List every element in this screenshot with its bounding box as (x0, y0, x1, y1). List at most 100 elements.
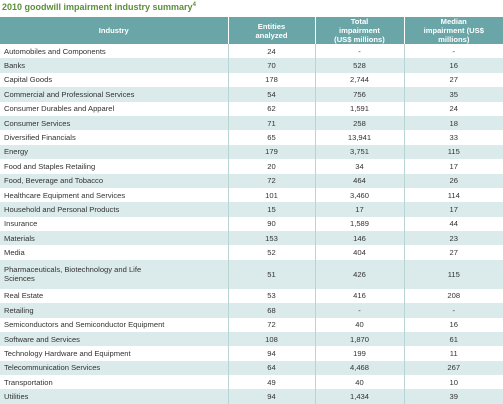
table-row: Telecommunication Services 64 4,468 267 (0, 360, 503, 376)
table-row: Consumer Services 71 258 18 (0, 115, 503, 131)
industry-cell: Pharmaceuticals, Biotechnology and Life … (0, 259, 228, 289)
industry-cell: Transportation (4, 377, 53, 387)
industry-cell: Technology Hardware and Equipment (4, 349, 131, 358)
value-cell: 528 (314, 58, 404, 73)
value-cell: - (403, 44, 503, 59)
table-row: Utilities 94 1,434 39 (0, 389, 503, 404)
value-cell: 49 (227, 375, 315, 390)
value-cell: 40 (314, 375, 404, 390)
industry-cell: Utilities (0, 389, 228, 404)
value-cell: 15 (227, 202, 315, 217)
value-cell: 34 (314, 159, 404, 174)
column-header: Entities analyzed (227, 17, 315, 44)
value-cell: 51 (227, 259, 315, 289)
title: 2010 goodwill impairment industry summar… (2, 2, 196, 12)
value-cell: 40 (314, 317, 404, 332)
table-row: Retailing 68- - (0, 303, 503, 318)
value-cell: 65 (227, 130, 315, 145)
industry-cell: Food and Staples Retailing (4, 161, 96, 171)
table-row: Software and Services 108 1,870 61 (0, 331, 503, 347)
value-cell: 2,744 (314, 72, 404, 88)
value-cell: 756 (314, 87, 404, 102)
value-cell: 61 (403, 331, 503, 347)
value-cell: 13,941 (314, 130, 404, 145)
industry-cell: Semiconductors and Semiconductor Equipme… (4, 320, 165, 330)
industry-cell: Materials (0, 231, 228, 246)
industry-cell: Energy (0, 144, 228, 160)
value-cell: 26 (403, 173, 503, 188)
industry-cell: Household and Personal Products (0, 202, 228, 217)
value-cell: 16 (403, 317, 503, 332)
value-cell: 258 (314, 115, 404, 131)
value-cell: 101 (227, 187, 315, 203)
industry-cell: Telecommunication Services (0, 360, 228, 376)
industry-cell: Media (4, 248, 25, 258)
footnote-mark: 4 (192, 2, 196, 8)
industry-cell: Automobiles and Components (4, 46, 106, 56)
value-cell: 3,751 (314, 144, 404, 160)
industry-cell: Consumer Durables and Apparel (4, 104, 115, 114)
value-cell: 3,460 (314, 187, 404, 203)
title-text: 2010 goodwill impairment industry summar… (2, 2, 193, 12)
industry-cell: Diversified Financials (4, 133, 76, 143)
table-row: Semiconductors and Semiconductor Equipme… (0, 317, 503, 332)
value-cell: 39 (403, 389, 503, 404)
value-cell: 199 (314, 346, 404, 361)
value-cell: 115 (403, 144, 503, 160)
value-cell: 90 (227, 216, 315, 232)
value-cell: 464 (314, 173, 404, 188)
value-cell: 72 (227, 317, 315, 332)
table-row: Commercial and Professional Services 54 75… (0, 87, 503, 102)
value-cell: - (403, 303, 503, 318)
value-cell: 24 (227, 44, 315, 59)
table-body: Automobiles and Components 24- - Banks 70 528… (0, 44, 503, 404)
value-cell: 94 (227, 346, 315, 361)
industry-cell: Consumer Services (0, 115, 228, 131)
industry-cell: Software and Services (0, 331, 228, 347)
value-cell: 146 (314, 231, 404, 246)
value-cell: 27 (403, 245, 503, 260)
value-cell: 4,468 (314, 360, 404, 376)
value-cell: 426 (314, 259, 404, 289)
value-cell: 267 (403, 360, 503, 376)
value-cell: - (314, 303, 404, 318)
value-cell: 52 (227, 245, 315, 260)
industry-cell: Commercial and Professional Services (0, 87, 228, 102)
value-cell: 70 (227, 58, 315, 73)
value-cell: 115 (403, 259, 503, 289)
industry-cell: Healthcare Equipment and Services (4, 190, 126, 200)
industry-cell: Capital Goods (4, 75, 53, 85)
value-cell: 71 (227, 115, 315, 131)
industry-cell: Food, Beverage and Tobacco (0, 173, 228, 188)
value-cell: 33 (403, 130, 503, 145)
table-row: Capital Goods 178 2,744 27 (0, 72, 503, 88)
value-cell: 10 (403, 375, 503, 390)
value-cell: 17 (403, 159, 503, 174)
industry-cell: Insurance (4, 219, 38, 229)
value-cell: 11 (403, 346, 503, 361)
value-cell: 94 (227, 389, 315, 404)
table-row: Banks 70 528 16 (0, 58, 503, 73)
value-cell: 18 (403, 115, 503, 131)
value-cell: 404 (314, 245, 404, 260)
header-row: Industry Entities analyzed Total impairmen… (0, 17, 503, 44)
value-cell: 1,591 (314, 101, 404, 116)
table-row: Automobiles and Components 24- - (0, 44, 503, 59)
table-row: Media 52 404 27 (0, 245, 503, 260)
column-header: Median impairment (US$ millions) (403, 17, 503, 44)
value-cell: 72 (227, 173, 315, 188)
table-row: Food and Staples Retailing 20 34 17 (0, 159, 503, 174)
table-row: Energy 179 3,751 115 (0, 144, 503, 160)
value-cell: 108 (227, 331, 315, 347)
summary-table: Industry Entities analyzed Total impairmen… (0, 17, 503, 404)
value-cell: 1,434 (314, 389, 404, 404)
industry-cell: Banks (0, 58, 228, 73)
value-cell: 24 (403, 101, 503, 116)
table-row: Real Estate 53 416 208 (0, 288, 503, 304)
table-row: Pharmaceuticals, Biotechnology and Life … (0, 259, 503, 289)
value-cell: 416 (314, 288, 404, 304)
value-cell: 179 (227, 144, 315, 160)
column-header: Industry (0, 17, 228, 44)
value-cell: 153 (227, 231, 315, 246)
